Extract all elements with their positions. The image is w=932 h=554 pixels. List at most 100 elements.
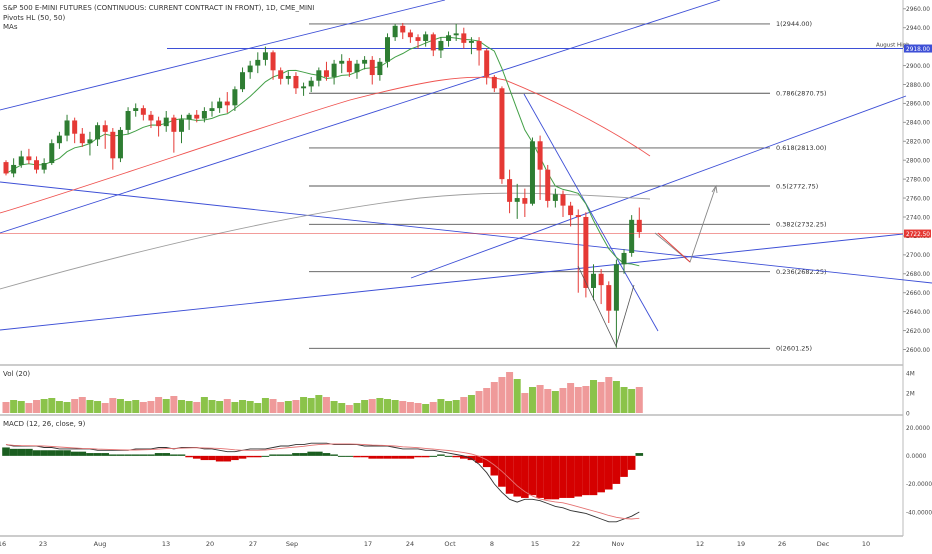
candle-body [217, 101, 223, 109]
candle-body [79, 133, 85, 144]
macd-histogram-bar [353, 455, 361, 458]
volume-bar [330, 401, 338, 413]
macd-histogram-bar [2, 447, 10, 456]
x-tick-label: 8 [490, 540, 494, 548]
ma-fast-line [5, 36, 640, 267]
y-tick-label: 2680.00 [906, 272, 930, 278]
macd-histogram-bar [238, 455, 247, 459]
candle-body [583, 216, 589, 288]
volume-bar [246, 401, 254, 413]
candle-body [507, 179, 513, 202]
volume-bar [200, 397, 208, 413]
x-tick-label: Nov [612, 540, 625, 548]
candle-body [171, 117, 177, 132]
candle-body [64, 120, 70, 136]
candle-body [522, 198, 528, 204]
macd-histogram-bar [444, 455, 453, 457]
volume-bar [368, 399, 376, 413]
candle-body [552, 194, 558, 201]
candle-body [323, 70, 329, 77]
macd-histogram-bar [467, 455, 476, 461]
volume-bar [406, 402, 414, 413]
august-high-label: August High [876, 43, 910, 49]
macd-tick-label: 20.0000 [906, 426, 930, 432]
macd-histogram-bar [589, 455, 598, 496]
volume-bar [498, 377, 506, 413]
macd-histogram-bar [47, 450, 56, 456]
y-tick-label: 2740.00 [906, 215, 930, 221]
macd-histogram-bar [17, 448, 26, 456]
x-tick-label: 12 [696, 540, 704, 548]
candle-body [262, 52, 268, 60]
volume-bar [269, 399, 277, 413]
candle-body [117, 129, 123, 159]
volume-bar [231, 402, 239, 413]
candle-body [156, 120, 162, 127]
macd-histogram-bar [421, 455, 430, 458]
candle-body [613, 264, 619, 311]
volume-bar [223, 399, 231, 413]
candle-body [102, 125, 108, 132]
macd-histogram-bar [597, 455, 605, 493]
volume-tick-label: 4M [906, 371, 915, 377]
candle-body [247, 65, 253, 73]
candle-body [293, 75, 299, 89]
fib-level-label: 0.236(2682.25) [776, 268, 827, 276]
macd-histogram-bar [215, 455, 224, 462]
volume-bar [620, 387, 628, 413]
volume-bar [109, 398, 117, 413]
x-tick-label: 24 [406, 540, 414, 548]
y-tick-label: 2800.00 [906, 159, 930, 165]
macd-histogram-bar [162, 453, 171, 456]
volume-bar [452, 400, 460, 413]
macd-histogram-bar [337, 455, 346, 457]
volume-bar [322, 397, 330, 413]
trend-line [0, 181, 932, 284]
volume-bar [628, 389, 636, 413]
macd-histogram-bar [9, 448, 18, 456]
x-tick-label: 13 [162, 540, 170, 548]
candle-body [377, 61, 383, 76]
macd-histogram-bar [582, 455, 590, 496]
volume-tick-label: 0 [906, 411, 910, 417]
macd-histogram-bar [124, 454, 132, 456]
volume-bar [292, 400, 300, 413]
candle-body [224, 101, 230, 106]
macd-histogram-bar [315, 451, 323, 456]
macd-histogram-bar [307, 451, 315, 456]
volume-bar [25, 403, 33, 413]
x-tick-label: Oct [444, 540, 456, 548]
macd-histogram-bar [345, 455, 354, 457]
fib-level-label: 0.786(2870.75) [776, 90, 827, 98]
y-tick-label: 2660.00 [906, 291, 930, 297]
candle-body [560, 194, 566, 206]
candle-body [41, 163, 47, 170]
macd-signal-line [5, 443, 640, 520]
volume-bar [116, 399, 124, 413]
macd-histogram-bar [261, 455, 270, 457]
volume-bar [582, 386, 590, 413]
macd-histogram-bar [200, 455, 209, 461]
macd-histogram-bar [330, 454, 338, 456]
volume-bar [63, 402, 71, 413]
volume-bar [284, 401, 292, 413]
candle-body [331, 63, 337, 77]
volume-bar [353, 403, 361, 413]
candle-body [201, 110, 207, 119]
fib-level-label: 0.618(2813.00) [776, 144, 827, 152]
volume-bar [551, 391, 559, 413]
volume-bar [300, 397, 308, 413]
macd-histogram-bar [185, 455, 193, 458]
macd-histogram-bar [528, 455, 537, 496]
candle-body [423, 34, 429, 41]
macd-histogram-bar [177, 454, 186, 456]
x-tick-label: 27 [249, 540, 257, 548]
ma-mid-line [0, 76, 651, 214]
volume-bar [384, 399, 391, 413]
candle-body [186, 114, 192, 120]
volume-bar [2, 402, 10, 413]
volume-bar [590, 380, 598, 413]
volume-bar [33, 400, 41, 413]
